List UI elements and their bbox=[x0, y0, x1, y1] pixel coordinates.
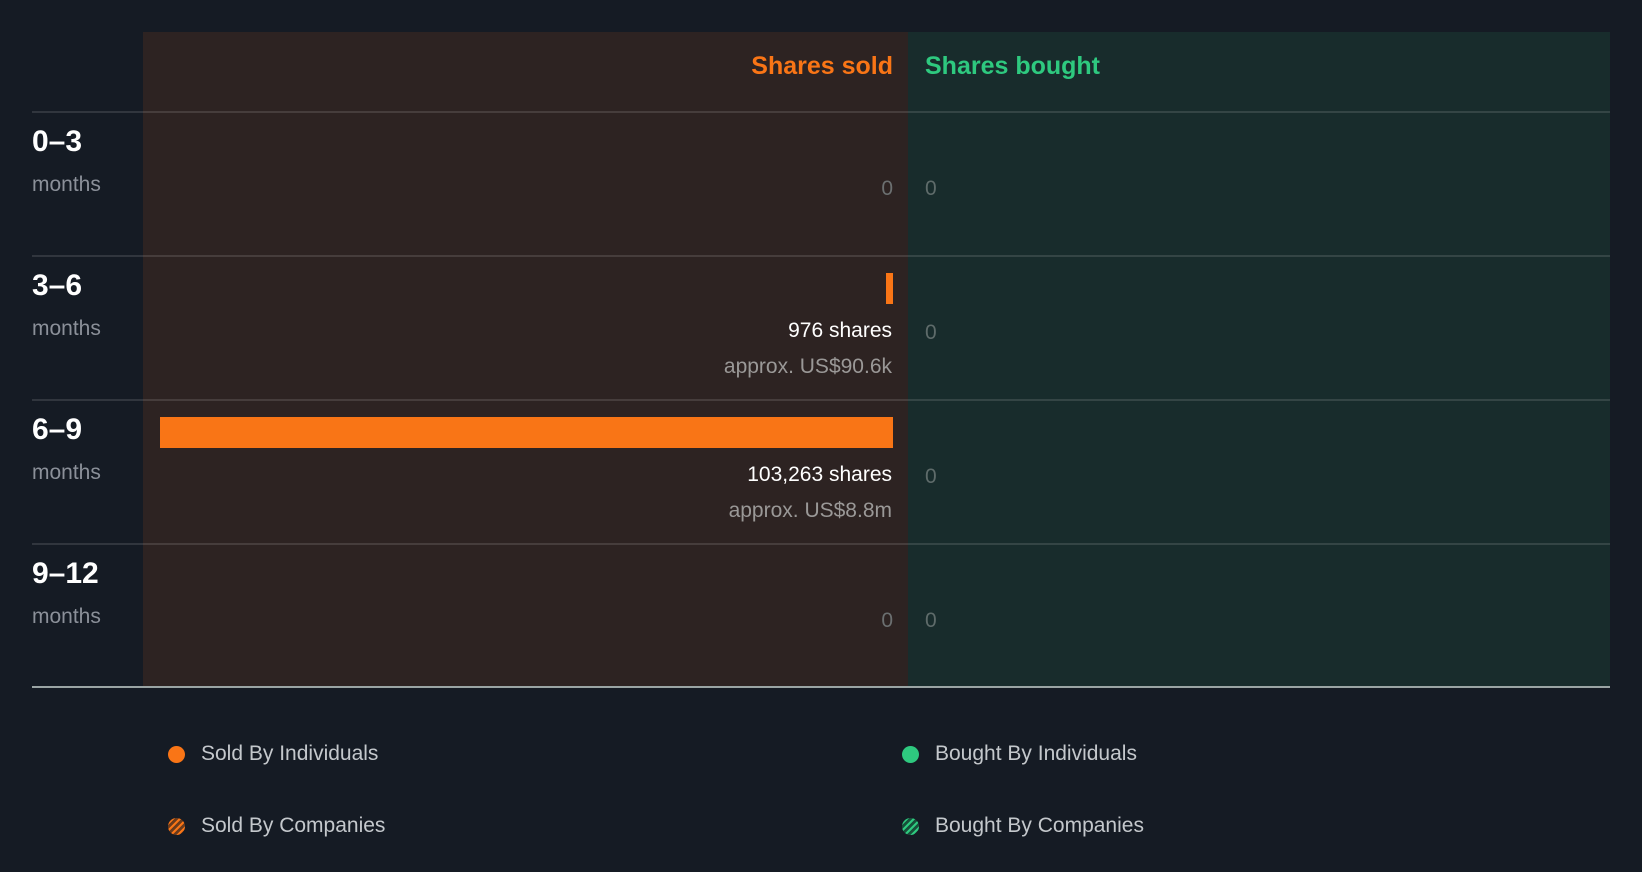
sold-value: 0 bbox=[881, 609, 893, 632]
row-divider bbox=[32, 399, 1610, 401]
shares-bought-panel bbox=[908, 32, 1610, 687]
sold-bar[interactable] bbox=[886, 273, 893, 304]
legend-label: Sold By Individuals bbox=[201, 742, 379, 765]
striped-orange-dot-icon bbox=[168, 817, 185, 835]
bought-value: 0 bbox=[925, 465, 937, 488]
solid-orange-dot-icon bbox=[168, 745, 185, 763]
legend-bought-individuals[interactable]: Bought By Individuals bbox=[902, 742, 1137, 766]
bought-value: 0 bbox=[925, 177, 937, 200]
legend-bought-companies[interactable]: Bought By Companies bbox=[902, 814, 1144, 838]
striped-green-dot-icon bbox=[902, 817, 919, 835]
solid-green-dot-icon bbox=[902, 745, 919, 763]
period-label: 0–3 bbox=[32, 125, 83, 158]
legend-sold-individuals[interactable]: Sold By Individuals bbox=[168, 742, 378, 766]
row-divider bbox=[32, 543, 1610, 545]
chart-baseline bbox=[32, 686, 1610, 688]
period-label: 6–9 bbox=[32, 413, 83, 446]
period-unit: months bbox=[32, 317, 101, 340]
period-row-6-9: 6–9 months 103,263 shares approx. US$8.8… bbox=[0, 401, 1642, 545]
legend-sold-companies[interactable]: Sold By Companies bbox=[168, 814, 385, 838]
sold-value: 0 bbox=[881, 177, 893, 200]
period-unit: months bbox=[32, 461, 101, 484]
sold-bar[interactable] bbox=[160, 417, 893, 448]
bought-value: 0 bbox=[925, 609, 937, 632]
period-label: 3–6 bbox=[32, 269, 83, 302]
period-unit: months bbox=[32, 173, 101, 196]
sold-shares: 103,263 shares bbox=[747, 463, 892, 486]
shares-bought-header: Shares bought bbox=[925, 52, 1101, 80]
period-label: 9–12 bbox=[32, 557, 99, 590]
row-divider bbox=[32, 111, 1610, 113]
row-divider bbox=[32, 255, 1610, 257]
shares-sold-panel bbox=[143, 32, 908, 687]
period-unit: months bbox=[32, 605, 101, 628]
sold-shares: 976 shares bbox=[788, 319, 892, 342]
legend-label: Bought By Individuals bbox=[935, 742, 1137, 765]
legend-label: Bought By Companies bbox=[935, 814, 1144, 837]
period-row-0-3: 0–3 months 0 0 bbox=[0, 113, 1642, 257]
period-row-3-6: 3–6 months 976 shares approx. US$90.6k 0 bbox=[0, 257, 1642, 401]
legend-label: Sold By Companies bbox=[201, 814, 386, 837]
bought-value: 0 bbox=[925, 321, 937, 344]
period-row-9-12: 9–12 months 0 0 bbox=[0, 545, 1642, 689]
sold-approx-value: approx. US$8.8m bbox=[728, 499, 892, 522]
sold-approx-value: approx. US$90.6k bbox=[723, 355, 892, 378]
shares-sold-header: Shares sold bbox=[751, 52, 893, 80]
